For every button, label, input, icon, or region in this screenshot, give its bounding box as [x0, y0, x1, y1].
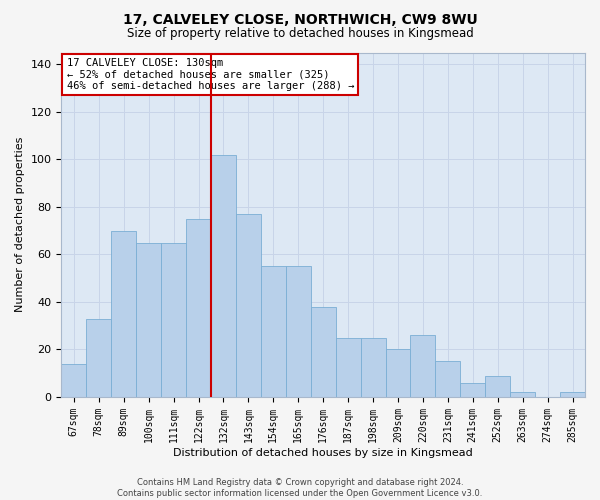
Bar	[410, 335, 436, 397]
Bar	[436, 362, 460, 397]
Bar	[460, 382, 485, 397]
Bar	[211, 154, 236, 397]
Bar	[311, 306, 335, 397]
Bar	[236, 214, 261, 397]
Text: 17, CALVELEY CLOSE, NORTHWICH, CW9 8WU: 17, CALVELEY CLOSE, NORTHWICH, CW9 8WU	[122, 12, 478, 26]
Bar	[261, 266, 286, 397]
Bar	[485, 376, 510, 397]
Text: Size of property relative to detached houses in Kingsmead: Size of property relative to detached ho…	[127, 28, 473, 40]
Bar	[161, 242, 186, 397]
Bar	[86, 318, 111, 397]
Bar	[361, 338, 386, 397]
Bar	[560, 392, 585, 397]
Bar	[61, 364, 86, 397]
Text: 17 CALVELEY CLOSE: 130sqm
← 52% of detached houses are smaller (325)
46% of semi: 17 CALVELEY CLOSE: 130sqm ← 52% of detac…	[67, 58, 354, 91]
Bar	[136, 242, 161, 397]
Bar	[286, 266, 311, 397]
Bar	[111, 230, 136, 397]
Text: Contains HM Land Registry data © Crown copyright and database right 2024.
Contai: Contains HM Land Registry data © Crown c…	[118, 478, 482, 498]
Y-axis label: Number of detached properties: Number of detached properties	[15, 137, 25, 312]
Bar	[510, 392, 535, 397]
X-axis label: Distribution of detached houses by size in Kingsmead: Distribution of detached houses by size …	[173, 448, 473, 458]
Bar	[335, 338, 361, 397]
Bar	[186, 219, 211, 397]
Bar	[386, 350, 410, 397]
